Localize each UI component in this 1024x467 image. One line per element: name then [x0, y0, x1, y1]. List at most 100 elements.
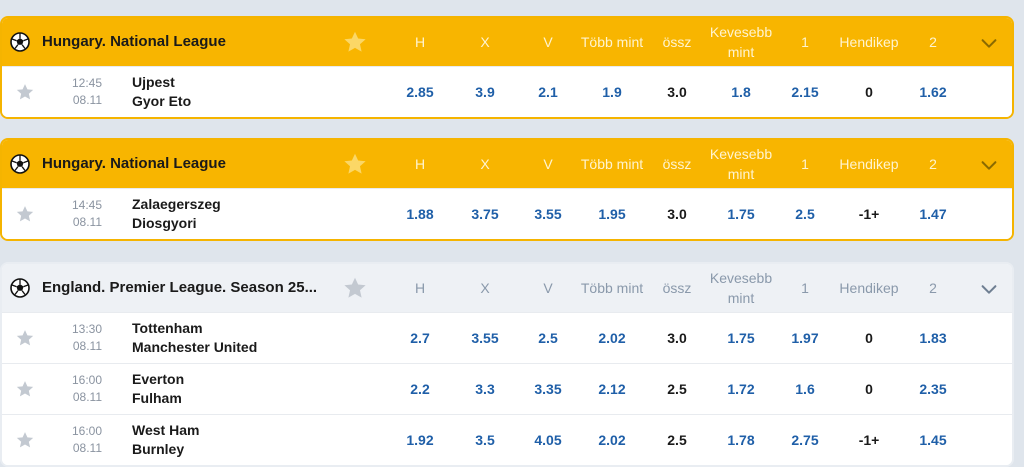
match-row[interactable]: 16:00 08.11 Everton Fulham 2.2 3.3 3.35 2.12 2.5… — [2, 363, 1012, 414]
odds-x[interactable]: 3.3 — [475, 381, 495, 397]
home-team: Ujpest — [132, 74, 175, 90]
odds-v[interactable]: 3.35 — [534, 381, 562, 397]
match-date: 08.11 — [72, 339, 102, 353]
away-team: Fulham — [132, 390, 182, 406]
column-header-v: V — [543, 34, 553, 50]
odds-two[interactable]: 2.35 — [919, 381, 947, 397]
odds-tobb[interactable]: 1.9 — [602, 84, 622, 100]
away-team: Burnley — [132, 441, 185, 457]
match-teams[interactable]: Tottenham Manchester United — [132, 319, 257, 357]
odds-kevesebb[interactable]: 1.75 — [727, 330, 755, 346]
odds-ossz[interactable]: 3.0 — [667, 206, 687, 222]
odds-h[interactable]: 2.85 — [406, 84, 434, 100]
odds-hendikep[interactable]: 0 — [865, 84, 873, 100]
odds-tobb[interactable]: 2.02 — [598, 432, 626, 448]
match-datetime: 14:45 08.11 — [62, 197, 102, 231]
odds-one[interactable]: 1.6 — [795, 381, 815, 397]
odds-v[interactable]: 2.5 — [538, 330, 558, 346]
odds-v[interactable]: 4.05 — [534, 432, 562, 448]
odds-one[interactable]: 2.5 — [795, 206, 815, 222]
star-icon[interactable] — [15, 328, 35, 348]
star-icon[interactable] — [342, 151, 368, 177]
odds-x[interactable]: 3.5 — [475, 432, 495, 448]
odds-tobb[interactable]: 2.12 — [598, 381, 626, 397]
odds-x[interactable]: 3.55 — [471, 330, 499, 346]
odds-kevesebb[interactable]: 1.75 — [727, 206, 755, 222]
match-time: 16:00 — [71, 424, 102, 438]
odds-x[interactable]: 3.9 — [475, 84, 495, 100]
odds-kevesebb[interactable]: 1.78 — [727, 432, 755, 448]
column-header-x: X — [480, 34, 490, 50]
league-title[interactable]: Hungary. National League — [42, 155, 226, 172]
odds-hendikep[interactable]: 0 — [865, 330, 873, 346]
column-header-tobb: Több mint — [580, 34, 644, 50]
soccer-ball-icon — [10, 278, 30, 298]
column-header-hendikep: Hendikep — [839, 156, 899, 172]
star-icon[interactable] — [15, 82, 35, 102]
odds-ossz[interactable]: 2.5 — [667, 381, 687, 397]
star-icon[interactable] — [342, 275, 368, 301]
column-header-one: 1 — [801, 156, 809, 172]
match-row[interactable]: 14:45 08.11 Zalaegerszeg Diosgyori 1.88 3.75 3… — [2, 188, 1012, 239]
odds-kevesebb[interactable]: 1.8 — [731, 84, 751, 100]
league-header[interactable]: Hungary. National League H X V Több mint össz… — [2, 18, 1012, 66]
column-header-kevesebb: Kevesebb mint — [709, 24, 773, 60]
column-header-ossz: össz — [662, 156, 692, 172]
match-row[interactable]: 13:30 08.11 Tottenham Manchester United 2.7 3… — [2, 312, 1012, 363]
odds-kevesebb[interactable]: 1.72 — [727, 381, 755, 397]
column-header-h: H — [414, 34, 426, 50]
star-icon[interactable] — [15, 379, 35, 399]
odds-hendikep[interactable]: -1+ — [858, 432, 880, 448]
match-date: 08.11 — [72, 93, 102, 107]
odds-two[interactable]: 1.47 — [919, 206, 947, 222]
league-title[interactable]: Hungary. National League — [42, 33, 226, 50]
league-title[interactable]: England. Premier League. Season 25... — [42, 279, 318, 296]
match-teams[interactable]: Zalaegerszeg Diosgyori — [132, 195, 221, 233]
odds-ossz[interactable]: 3.0 — [667, 330, 687, 346]
odds-x[interactable]: 3.75 — [471, 206, 499, 222]
match-datetime: 13:30 08.11 — [62, 321, 102, 355]
odds-ossz[interactable]: 2.5 — [667, 432, 687, 448]
star-icon[interactable] — [15, 204, 35, 224]
odds-ossz[interactable]: 3.0 — [667, 84, 687, 100]
odds-one[interactable]: 1.97 — [791, 330, 819, 346]
odds-v[interactable]: 2.1 — [538, 84, 558, 100]
league-section: England. Premier League. Season 25... H X V… — [0, 262, 1014, 467]
column-header-kevesebb: Kevesebb mint — [709, 146, 773, 182]
column-header-hendikep: Hendikep — [839, 280, 899, 296]
match-time: 16:00 — [71, 373, 102, 387]
odds-two[interactable]: 1.83 — [919, 330, 947, 346]
star-icon[interactable] — [342, 29, 368, 55]
odds-h[interactable]: 2.7 — [410, 330, 430, 346]
league-header[interactable]: England. Premier League. Season 25... H X V… — [2, 264, 1012, 312]
odds-tobb[interactable]: 2.02 — [598, 330, 626, 346]
odds-tobb[interactable]: 1.95 — [598, 206, 626, 222]
odds-v[interactable]: 3.55 — [534, 206, 562, 222]
star-icon[interactable] — [15, 430, 35, 450]
match-teams[interactable]: West Ham Burnley — [132, 421, 199, 459]
match-teams[interactable]: Everton Fulham — [132, 370, 184, 408]
odds-hendikep[interactable]: 0 — [865, 381, 873, 397]
chevron-down-icon[interactable] — [978, 154, 1000, 176]
odds-one[interactable]: 2.75 — [791, 432, 819, 448]
chevron-down-icon[interactable] — [978, 278, 1000, 300]
odds-h[interactable]: 2.2 — [410, 381, 430, 397]
match-row[interactable]: 12:45 08.11 Ujpest Gyor Eto 2.85 3.9 2.1 1.9 3.0… — [2, 66, 1012, 117]
match-teams[interactable]: Ujpest Gyor Eto — [132, 73, 191, 111]
column-header-two: 2 — [929, 34, 937, 50]
odds-two[interactable]: 1.45 — [919, 432, 947, 448]
odds-hendikep[interactable]: -1+ — [858, 206, 880, 222]
match-time: 14:45 — [71, 198, 102, 212]
column-header-h: H — [414, 156, 426, 172]
odds-two[interactable]: 1.62 — [919, 84, 947, 100]
odds-h[interactable]: 1.88 — [406, 206, 434, 222]
chevron-down-icon[interactable] — [978, 32, 1000, 54]
home-team: Zalaegerszeg — [132, 196, 221, 212]
column-header-h: H — [414, 280, 426, 296]
league-header[interactable]: Hungary. National League H X V Több mint össz… — [2, 140, 1012, 188]
odds-one[interactable]: 2.15 — [791, 84, 819, 100]
match-row[interactable]: 16:00 08.11 West Ham Burnley 1.92 3.5 4.05 2.02… — [2, 414, 1012, 465]
column-header-two: 2 — [929, 156, 937, 172]
odds-h[interactable]: 1.92 — [406, 432, 434, 448]
away-team: Diosgyori — [132, 215, 197, 231]
